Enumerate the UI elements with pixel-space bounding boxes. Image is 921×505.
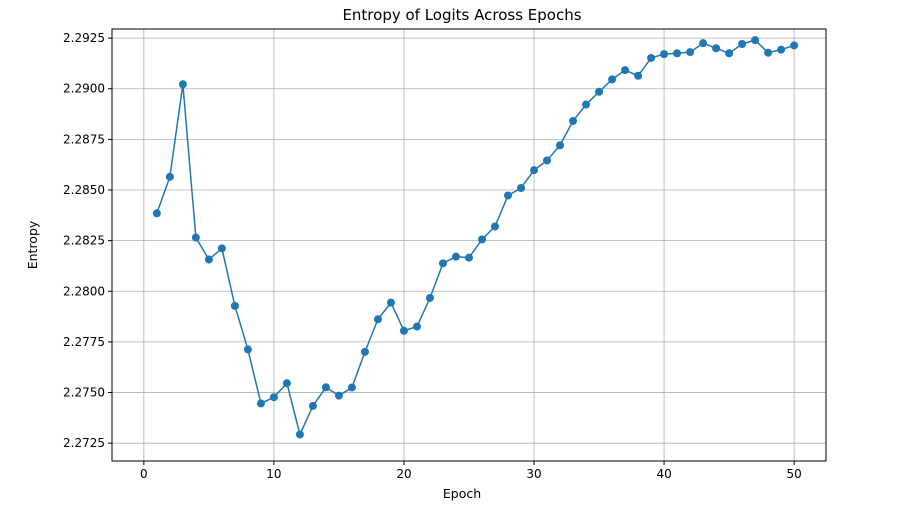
data-point: [165, 172, 174, 181]
data-point: [777, 45, 786, 54]
data-point: [569, 116, 578, 125]
data-point: [178, 80, 187, 89]
x-tick-label: 50: [786, 467, 801, 481]
data-point: [634, 71, 643, 80]
data-point: [451, 252, 460, 261]
series-layer: [152, 36, 799, 439]
data-point: [282, 379, 291, 388]
data-point: [530, 166, 539, 175]
data-point: [152, 209, 161, 218]
data-point: [399, 326, 408, 335]
x-tick-label: 20: [396, 467, 411, 481]
data-point: [673, 49, 682, 58]
data-point: [595, 87, 604, 96]
y-axis-label: Entropy: [25, 220, 40, 269]
data-point: [217, 244, 226, 253]
y-tick-label: 2.2725: [63, 436, 105, 450]
data-point: [582, 100, 591, 109]
y-tick-label: 2.2775: [63, 335, 105, 349]
data-point: [660, 50, 669, 59]
data-point: [360, 347, 369, 356]
data-point: [308, 401, 317, 410]
data-point: [412, 322, 421, 331]
data-point: [347, 383, 356, 392]
data-point: [243, 345, 252, 354]
x-tick-label: 10: [266, 467, 281, 481]
data-point: [504, 191, 513, 200]
y-tick-label: 2.2875: [63, 132, 105, 146]
data-point: [269, 393, 278, 402]
data-point: [491, 222, 500, 231]
data-point: [608, 75, 617, 84]
y-tick-label: 2.2900: [63, 82, 105, 96]
data-point: [465, 253, 473, 262]
data-point: [256, 399, 265, 408]
y-tick-label: 2.2800: [63, 284, 105, 298]
axis-ticks: 0 10 20 30 40 50 2.2725 2.2750 2.2775 2.2800 2.282…: [63, 31, 802, 481]
data-point: [373, 315, 382, 324]
y-tick-label: 2.2750: [63, 386, 105, 400]
data-point: [556, 141, 565, 150]
data-point: [321, 383, 330, 392]
data-point: [764, 48, 773, 57]
data-point: [751, 36, 760, 45]
data-point: [425, 293, 434, 302]
data-point: [712, 44, 721, 53]
y-tick-label: 2.2925: [63, 31, 105, 45]
series-line: [156, 39, 795, 437]
data-point: [478, 235, 487, 244]
data-point: [543, 156, 552, 165]
data-point: [386, 298, 395, 307]
data-point: [621, 66, 630, 75]
data-point: [725, 49, 734, 58]
y-tick-label: 2.2850: [63, 183, 105, 197]
plot-area-frame: [111, 28, 827, 462]
data-point: [699, 39, 708, 48]
x-tick-label: 0: [140, 467, 148, 481]
data-point: [204, 255, 213, 264]
data-point: [230, 301, 239, 310]
data-point: [517, 183, 526, 192]
grid-lines: [112, 29, 826, 461]
x-axis-label: Epoch: [443, 486, 481, 501]
y-tick-label: 2.2825: [63, 234, 105, 248]
x-tick-label: 30: [526, 467, 541, 481]
data-point: [647, 53, 656, 62]
data-point: [438, 259, 447, 268]
chart-title: Entropy of Logits Across Epochs: [342, 6, 581, 24]
data-point: [790, 41, 799, 50]
data-point: [334, 391, 343, 400]
x-tick-label: 40: [656, 467, 671, 481]
data-point: [295, 430, 304, 439]
data-point: [686, 48, 695, 57]
data-point: [191, 233, 200, 242]
data-point: [738, 39, 747, 48]
